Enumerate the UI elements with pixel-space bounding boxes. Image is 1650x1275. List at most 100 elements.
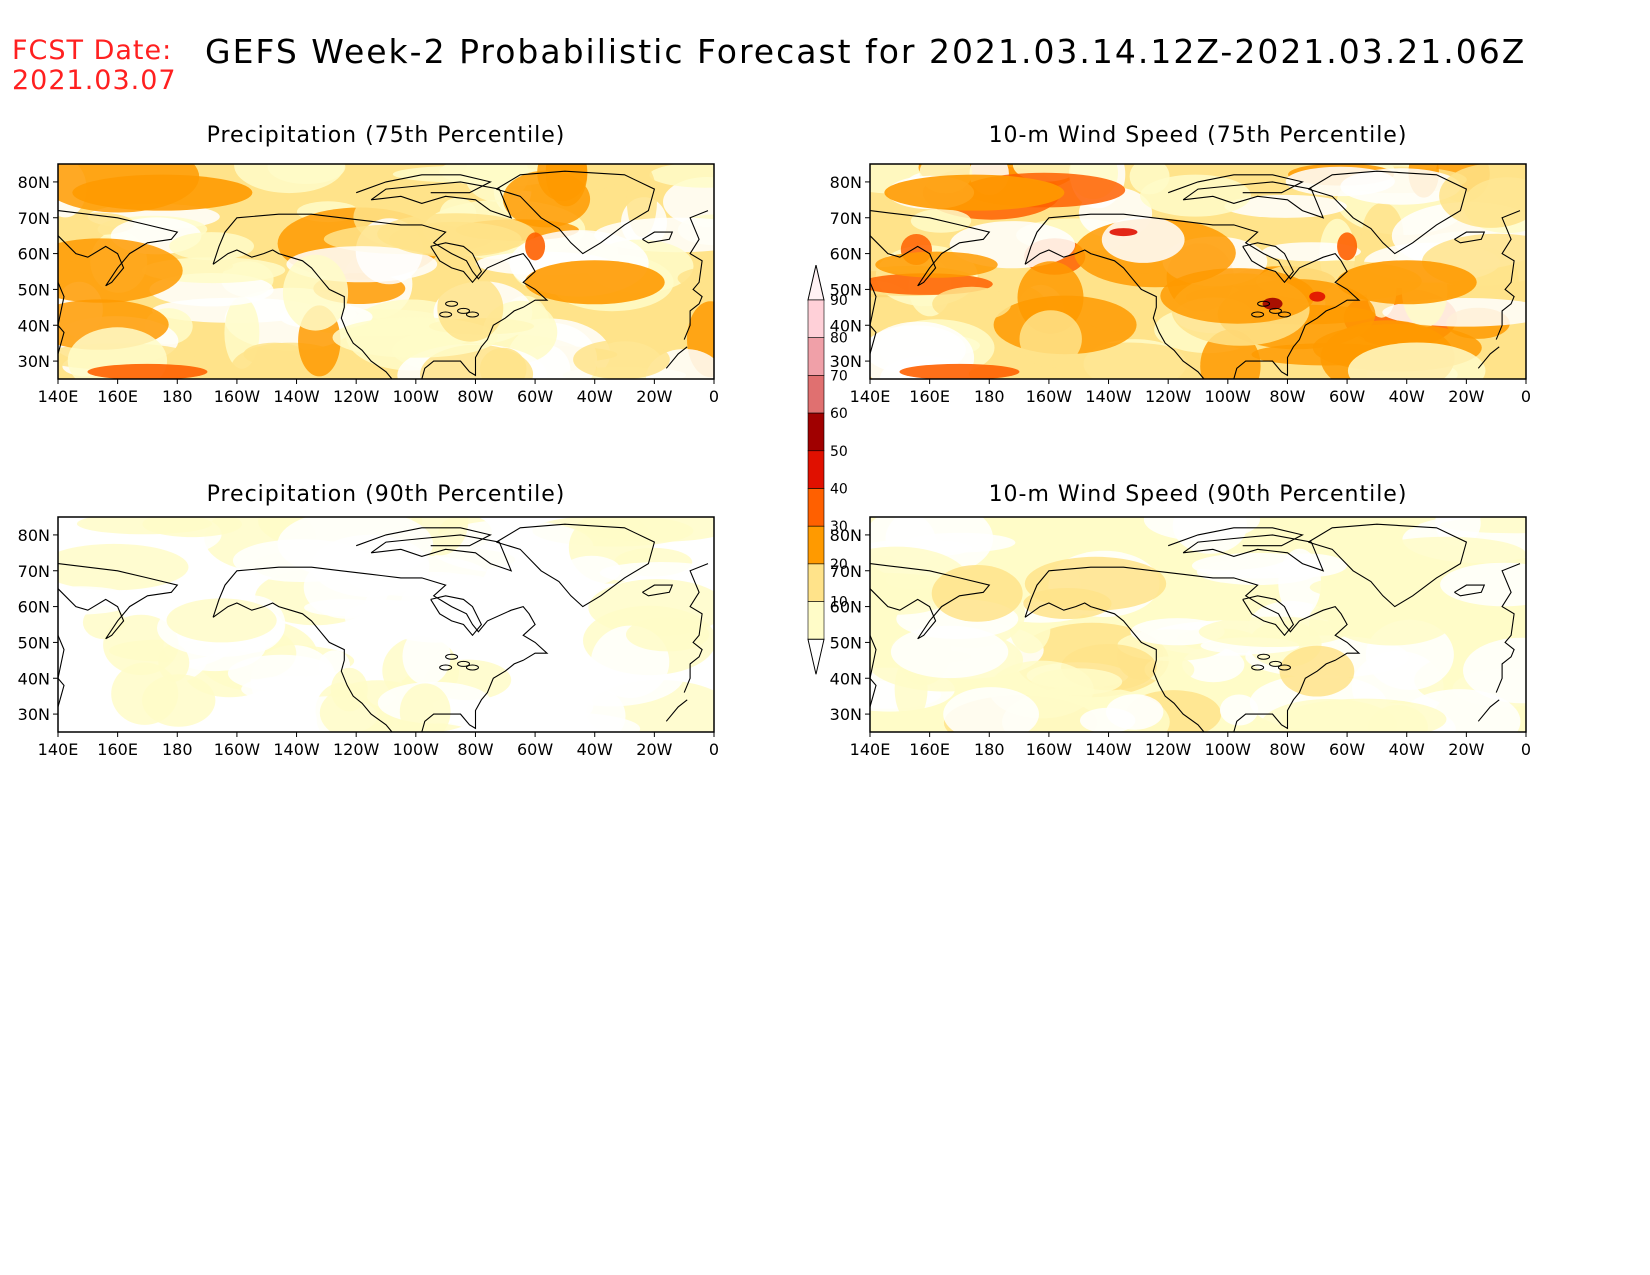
lon-tick-label: 140W xyxy=(1085,740,1132,759)
colorbar-label: 90 xyxy=(830,293,848,309)
shaded-region xyxy=(1365,536,1527,572)
lon-tick-label: 140E xyxy=(850,740,891,759)
shaded-region xyxy=(1219,694,1259,726)
coastline xyxy=(1168,527,1304,547)
colorbar-swatch xyxy=(807,563,825,602)
lon-tick-label: 160E xyxy=(909,740,950,759)
fcst-date-caption: FCST Date: xyxy=(12,35,173,66)
lon-tick-label: 100W xyxy=(393,740,440,759)
shaded-region xyxy=(166,598,277,643)
lon-tick-label: 40W xyxy=(1389,740,1425,759)
coastline xyxy=(370,534,513,572)
lon-tick-label: 100W xyxy=(1205,387,1252,406)
coastline xyxy=(1495,210,1521,340)
coastline xyxy=(1454,231,1486,244)
colorbar-label: 40 xyxy=(830,482,848,498)
lon-tick-label: 180 xyxy=(162,387,193,406)
lon-tick-label: 20W xyxy=(1448,740,1484,759)
lat-tick-label: 80N xyxy=(830,526,862,545)
shaded-region xyxy=(169,232,255,261)
lake-outline xyxy=(445,653,459,660)
lat-tick-label: 30N xyxy=(18,705,50,724)
lat-tick-label: 70N xyxy=(18,562,50,581)
lake-outline xyxy=(465,311,479,318)
lake-outline xyxy=(1277,664,1291,671)
lat-tick-label: 50N xyxy=(830,280,862,299)
lon-tick-label: 160E xyxy=(909,387,950,406)
coastline xyxy=(212,566,549,733)
lon-tick-label: 180 xyxy=(162,740,193,759)
shaded-region xyxy=(303,556,390,619)
shaded-region xyxy=(227,654,335,692)
shaded-region xyxy=(1191,552,1325,579)
map-frame xyxy=(57,163,715,380)
lon-tick-label: 80W xyxy=(457,387,493,406)
lon-tick-label: 180 xyxy=(974,740,1005,759)
colorbar: 90 80 70 60 50 40 30 20 10 xyxy=(807,265,848,675)
coastline xyxy=(665,699,688,722)
colorbar-top-arrow xyxy=(807,265,825,301)
lon-tick-label: 60W xyxy=(1329,740,1365,759)
lat-tick-label: 70N xyxy=(830,562,862,581)
coastline xyxy=(1454,584,1486,597)
coastline xyxy=(1477,699,1500,722)
lake-outline xyxy=(439,664,453,671)
panel-title-wind-75: 10-m Wind Speed (75th Percentile) xyxy=(988,123,1408,148)
lat-tick-label: 30N xyxy=(830,352,862,371)
shaded-region xyxy=(1262,242,1361,262)
lat-tick-label: 70N xyxy=(830,209,862,228)
map-wind-75: 80N 70N 60N 50N 40N 30N 140E 160E 180 160W 140W 120… xyxy=(812,160,1582,430)
lake-outline xyxy=(1257,653,1271,660)
coastline xyxy=(430,242,483,284)
lon-tick-label: 180 xyxy=(974,387,1005,406)
shaded-region xyxy=(1052,342,1201,387)
colorbar-bottom-arrow xyxy=(807,638,825,675)
lat-tick-label: 60N xyxy=(830,598,862,617)
shaded-region xyxy=(932,286,1012,322)
lake-outline xyxy=(1251,311,1265,318)
coastline xyxy=(1242,595,1295,637)
coastline xyxy=(212,602,393,733)
lat-tick-label: 60N xyxy=(830,245,862,264)
lat-tick-label: 40N xyxy=(830,669,862,688)
shaded-region xyxy=(1109,228,1138,237)
colorbar-swatch xyxy=(807,337,825,376)
coastline xyxy=(869,210,991,287)
coastline xyxy=(1024,213,1361,380)
coastline xyxy=(1308,170,1468,255)
lon-tick-label: 20W xyxy=(636,740,672,759)
shaded-region xyxy=(1198,616,1348,647)
coastline xyxy=(683,563,709,693)
coastline xyxy=(212,213,549,380)
lon-tick-label: 80W xyxy=(1269,740,1305,759)
lake-outline xyxy=(1269,307,1283,314)
lon-tick-label: 0 xyxy=(709,740,719,759)
colorbar-label: 30 xyxy=(830,519,848,535)
coastline xyxy=(683,210,709,340)
lake-outline xyxy=(1251,664,1265,671)
lon-tick-label: 40W xyxy=(1389,387,1425,406)
shaded-region xyxy=(1144,656,1195,683)
coastline xyxy=(1182,534,1325,572)
coastline xyxy=(1495,563,1521,693)
lat-tick-label: 50N xyxy=(18,633,50,652)
lake-outline xyxy=(465,664,479,671)
coastline xyxy=(1477,346,1500,369)
lat-tick-label: 80N xyxy=(830,173,862,192)
map-wind-90: 80N 70N 60N 50N 40N 30N 140E 160E 180 160W 140W 120… xyxy=(812,513,1582,783)
lon-tick-label: 20W xyxy=(636,387,672,406)
lon-tick-label: 140W xyxy=(273,740,320,759)
shaded-region xyxy=(282,254,349,331)
panel-title-precip-75: Precipitation (75th Percentile) xyxy=(206,123,566,148)
shaded-region xyxy=(1031,668,1123,696)
lat-tick-label: 30N xyxy=(830,705,862,724)
panel-title-precip-90: Precipitation (90th Percentile) xyxy=(206,482,566,507)
coastline xyxy=(642,584,674,597)
lat-tick-label: 60N xyxy=(18,598,50,617)
fcst-date-value: 2021.03.07 xyxy=(12,65,177,96)
lon-tick-label: 140E xyxy=(850,387,891,406)
shaded-region xyxy=(1130,618,1225,646)
coastline xyxy=(1168,174,1304,194)
lon-tick-label: 40W xyxy=(577,740,613,759)
coastline xyxy=(430,595,483,637)
